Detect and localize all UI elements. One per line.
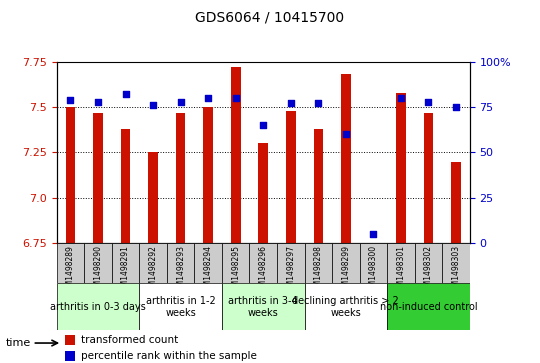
Bar	[204, 107, 213, 243]
Text: transformed count: transformed count	[81, 335, 178, 345]
Bar	[396, 93, 406, 243]
Point	[259, 122, 268, 128]
Bar	[57, 243, 84, 283]
Bar	[231, 67, 240, 243]
Text: percentile rank within the sample: percentile rank within the sample	[81, 351, 257, 362]
Bar	[148, 152, 158, 243]
Point	[342, 131, 350, 137]
Text: declining arthritis > 2
weeks: declining arthritis > 2 weeks	[293, 296, 399, 318]
Bar	[442, 243, 470, 283]
Text: arthritis in 0-3 days: arthritis in 0-3 days	[50, 302, 146, 312]
Bar	[451, 162, 461, 243]
Point	[424, 99, 433, 105]
Bar	[387, 283, 470, 330]
Bar	[424, 113, 433, 243]
Text: time: time	[5, 338, 31, 348]
Bar	[341, 74, 350, 243]
Text: GSM1498301: GSM1498301	[396, 245, 406, 296]
Bar	[139, 243, 167, 283]
Bar	[112, 243, 139, 283]
Bar	[66, 107, 75, 243]
Bar	[314, 129, 323, 243]
Text: GSM1498302: GSM1498302	[424, 245, 433, 296]
Bar	[305, 283, 387, 330]
Bar	[167, 243, 194, 283]
Text: GSM1498290: GSM1498290	[93, 245, 103, 296]
Text: arthritis in 1-2
weeks: arthritis in 1-2 weeks	[146, 296, 215, 318]
Bar	[415, 243, 442, 283]
Text: GSM1498299: GSM1498299	[341, 245, 350, 296]
Text: GSM1498296: GSM1498296	[259, 245, 268, 296]
Bar	[57, 283, 139, 330]
Bar	[65, 335, 75, 345]
Bar	[65, 351, 75, 362]
Point	[204, 95, 213, 101]
Bar	[249, 243, 277, 283]
Text: GSM1498293: GSM1498293	[176, 245, 185, 296]
Point	[149, 102, 158, 108]
Text: GDS6064 / 10415700: GDS6064 / 10415700	[195, 11, 345, 25]
Point	[287, 101, 295, 106]
Text: GSM1498298: GSM1498298	[314, 245, 323, 296]
Text: arthritis in 3-4
weeks: arthritis in 3-4 weeks	[228, 296, 298, 318]
Point	[369, 231, 378, 237]
Bar	[84, 243, 112, 283]
Bar	[277, 243, 305, 283]
Text: GSM1498289: GSM1498289	[66, 245, 75, 296]
Point	[94, 99, 103, 105]
Bar	[194, 243, 222, 283]
Bar	[139, 283, 222, 330]
Bar	[222, 243, 249, 283]
Bar	[121, 129, 130, 243]
Text: non-induced control: non-induced control	[380, 302, 477, 312]
Point	[232, 95, 240, 101]
Point	[397, 95, 406, 101]
Point	[177, 99, 185, 105]
Text: GSM1498292: GSM1498292	[148, 245, 158, 296]
Text: GSM1498297: GSM1498297	[286, 245, 295, 296]
Bar	[332, 243, 360, 283]
Bar	[222, 283, 305, 330]
Point	[122, 91, 130, 97]
Bar	[360, 243, 387, 283]
Bar	[93, 113, 103, 243]
Bar	[259, 143, 268, 243]
Bar	[176, 113, 185, 243]
Text: GSM1498291: GSM1498291	[121, 245, 130, 296]
Bar	[305, 243, 332, 283]
Point	[66, 97, 75, 103]
Text: GSM1498300: GSM1498300	[369, 245, 378, 296]
Bar	[286, 111, 295, 243]
Text: GSM1498303: GSM1498303	[451, 245, 461, 296]
Point	[314, 101, 323, 106]
Text: GSM1498295: GSM1498295	[231, 245, 240, 296]
Point	[452, 104, 461, 110]
Text: GSM1498294: GSM1498294	[204, 245, 213, 296]
Bar	[387, 243, 415, 283]
